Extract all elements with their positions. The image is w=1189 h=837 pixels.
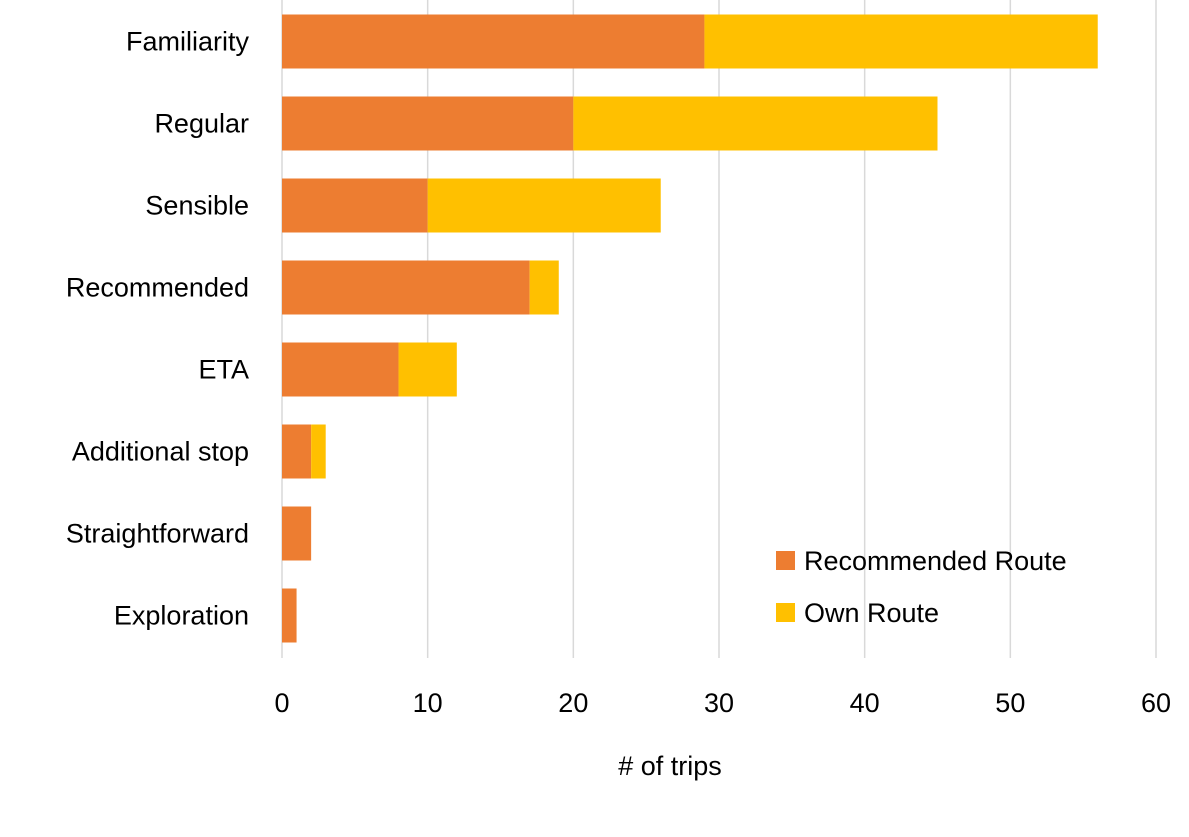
category-label-straightforward: Straightforward [66, 519, 249, 549]
bar-exploration-recommended-route [282, 588, 297, 643]
category-labels: Familiarity Regular Sensible Recommended ETA… [66, 27, 250, 631]
x-tick-label-10: 10 [413, 688, 443, 718]
bar-sensible-recommended-route [282, 178, 428, 233]
x-tick-label-40: 40 [850, 688, 880, 718]
legend-label-recommended-route: Recommended Route [804, 546, 1067, 576]
category-label-regular: Regular [154, 109, 249, 139]
legend-label-own-route: Own Route [804, 598, 939, 628]
bar-familiarity-own-route [704, 14, 1098, 69]
bar-eta-recommended-route [282, 342, 399, 397]
x-tick-label-0: 0 [274, 688, 289, 718]
category-label-recommended: Recommended [66, 273, 249, 303]
x-tick-label-20: 20 [558, 688, 588, 718]
legend-swatch-recommended-route [776, 551, 795, 570]
category-label-familiarity: Familiarity [126, 27, 250, 57]
x-tick-label-50: 50 [995, 688, 1025, 718]
category-label-eta: ETA [198, 355, 249, 385]
bar-regular-own-route [573, 96, 938, 151]
x-tick-labels: 0 10 20 30 40 50 60 [274, 688, 1171, 718]
legend-swatch-own-route [776, 603, 795, 622]
bar-eta-own-route [398, 342, 457, 397]
category-label-sensible: Sensible [145, 191, 249, 221]
legend: Recommended Route Own Route [776, 546, 1067, 628]
bar-straightforward-recommended-route [282, 506, 312, 561]
bar-additional-stop-own-route [311, 424, 326, 479]
bar-familiarity-recommended-route [282, 14, 705, 69]
bar-sensible-own-route [427, 178, 661, 233]
bar-additional-stop-recommended-route [282, 424, 312, 479]
bar-recommended-own-route [529, 260, 559, 315]
category-label-exploration: Exploration [114, 601, 249, 631]
bars [282, 14, 1098, 643]
x-tick-label-30: 30 [704, 688, 734, 718]
category-label-additional-stop: Additional stop [72, 437, 249, 467]
x-tick-label-60: 60 [1141, 688, 1171, 718]
bar-regular-recommended-route [282, 96, 574, 151]
bar-recommended-recommended-route [282, 260, 530, 315]
x-axis-title: # of trips [618, 751, 722, 781]
